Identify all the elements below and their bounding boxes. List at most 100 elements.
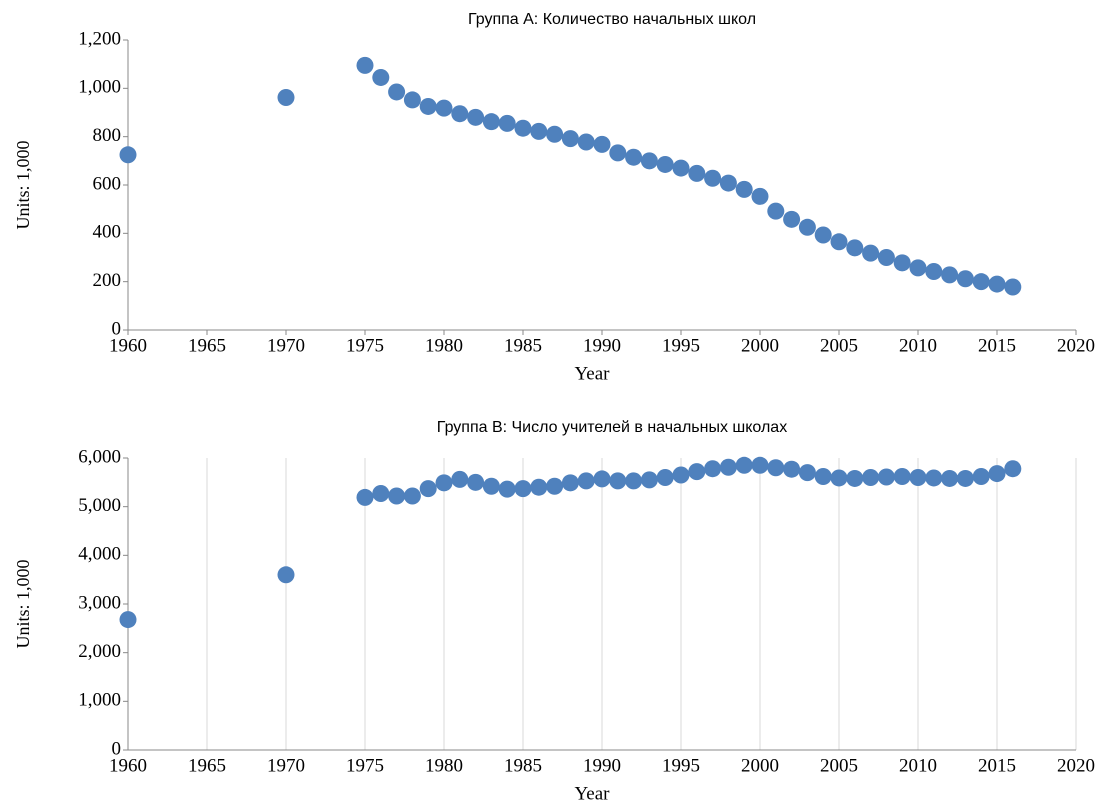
data-point (688, 463, 706, 481)
data-point (893, 254, 911, 272)
data-point (498, 114, 516, 132)
data-point (877, 468, 895, 486)
data-point (735, 180, 753, 198)
data-point (530, 478, 548, 496)
data-point (435, 99, 453, 117)
data-point (593, 135, 611, 153)
data-point (451, 105, 469, 123)
data-point (625, 472, 643, 490)
y-tick-label: 600 (93, 173, 122, 194)
x-tick-label: 1975 (346, 755, 384, 776)
data-point (830, 469, 848, 487)
x-tick-label: 1965 (188, 335, 226, 356)
data-point (119, 611, 137, 629)
x-tick-label: 1995 (662, 755, 700, 776)
data-point (388, 83, 406, 101)
data-point (577, 133, 595, 151)
chart-title: Группа А: Количество начальных школ (468, 11, 756, 28)
y-tick-label: 800 (93, 125, 122, 146)
x-tick-label: 2010 (899, 335, 937, 356)
data-point (656, 155, 674, 173)
data-point (656, 468, 674, 486)
data-point (877, 249, 895, 266)
data-point (561, 474, 579, 492)
data-point (909, 259, 927, 277)
x-tick-label: 2020 (1057, 335, 1095, 356)
data-point (846, 239, 864, 257)
y-tick-label: 2,000 (78, 641, 121, 662)
data-point (435, 474, 453, 492)
data-point (972, 467, 990, 485)
data-point (1004, 278, 1022, 296)
data-point (277, 566, 295, 584)
x-tick-label: 1965 (188, 755, 226, 776)
x-tick-label: 1970 (267, 755, 305, 776)
data-point (403, 487, 421, 505)
y-tick-label: 3,000 (78, 592, 121, 613)
x-tick-label: 1985 (504, 335, 542, 356)
data-point (798, 464, 816, 482)
x-tick-label: 2020 (1057, 755, 1095, 776)
y-tick-label: 6,000 (78, 446, 121, 467)
data-point (735, 456, 753, 474)
data-point (704, 169, 722, 187)
data-point (372, 485, 390, 503)
data-point (451, 470, 469, 488)
data-point (846, 469, 864, 487)
data-point (530, 122, 548, 140)
data-point (482, 477, 500, 495)
x-tick-label: 2015 (978, 755, 1016, 776)
data-point (988, 275, 1006, 293)
data-point (609, 472, 627, 490)
data-point (941, 266, 959, 284)
y-tick-label: 1,000 (78, 690, 121, 711)
data-point (119, 146, 137, 164)
x-tick-label: 1960 (109, 755, 147, 776)
y-tick-label: 1,200 (78, 28, 121, 49)
data-point (546, 125, 564, 143)
data-point (798, 218, 816, 236)
data-point (767, 202, 785, 220)
x-tick-label: 1975 (346, 335, 384, 356)
x-tick-label: 1980 (425, 755, 463, 776)
data-point (467, 473, 485, 491)
x-tick-label: 2010 (899, 755, 937, 776)
data-point (719, 458, 737, 476)
data-point (783, 210, 801, 228)
data-point (862, 468, 880, 486)
data-point (482, 113, 500, 131)
y-tick-label: 0 (112, 738, 122, 759)
x-axis-label: Year (574, 783, 610, 803)
data-point (719, 174, 737, 192)
x-tick-label: 1970 (267, 335, 305, 356)
data-point (925, 263, 943, 281)
data-point (988, 465, 1006, 483)
data-point (941, 469, 959, 487)
y-tick-label: 4,000 (78, 544, 121, 565)
data-point (672, 159, 690, 177)
data-point (909, 468, 927, 486)
x-tick-label: 2015 (978, 335, 1016, 356)
data-point (814, 226, 832, 244)
y-tick-label: 1,000 (78, 77, 121, 98)
data-point (609, 144, 627, 162)
data-point (783, 460, 801, 478)
data-point (956, 270, 974, 288)
data-point (388, 487, 406, 505)
data-point (546, 477, 564, 495)
data-point (514, 119, 532, 137)
x-tick-label: 2000 (741, 335, 779, 356)
data-point (372, 68, 390, 86)
data-point (356, 56, 374, 74)
data-point (893, 467, 911, 485)
x-tick-label: 1990 (583, 335, 621, 356)
x-tick-label: 1985 (504, 755, 542, 776)
x-tick-label: 1960 (109, 335, 147, 356)
y-tick-label: 5,000 (78, 495, 121, 516)
data-point (577, 472, 595, 490)
x-tick-label: 2005 (820, 755, 858, 776)
data-point (704, 460, 722, 478)
data-point (814, 467, 832, 485)
x-tick-label: 1995 (662, 335, 700, 356)
